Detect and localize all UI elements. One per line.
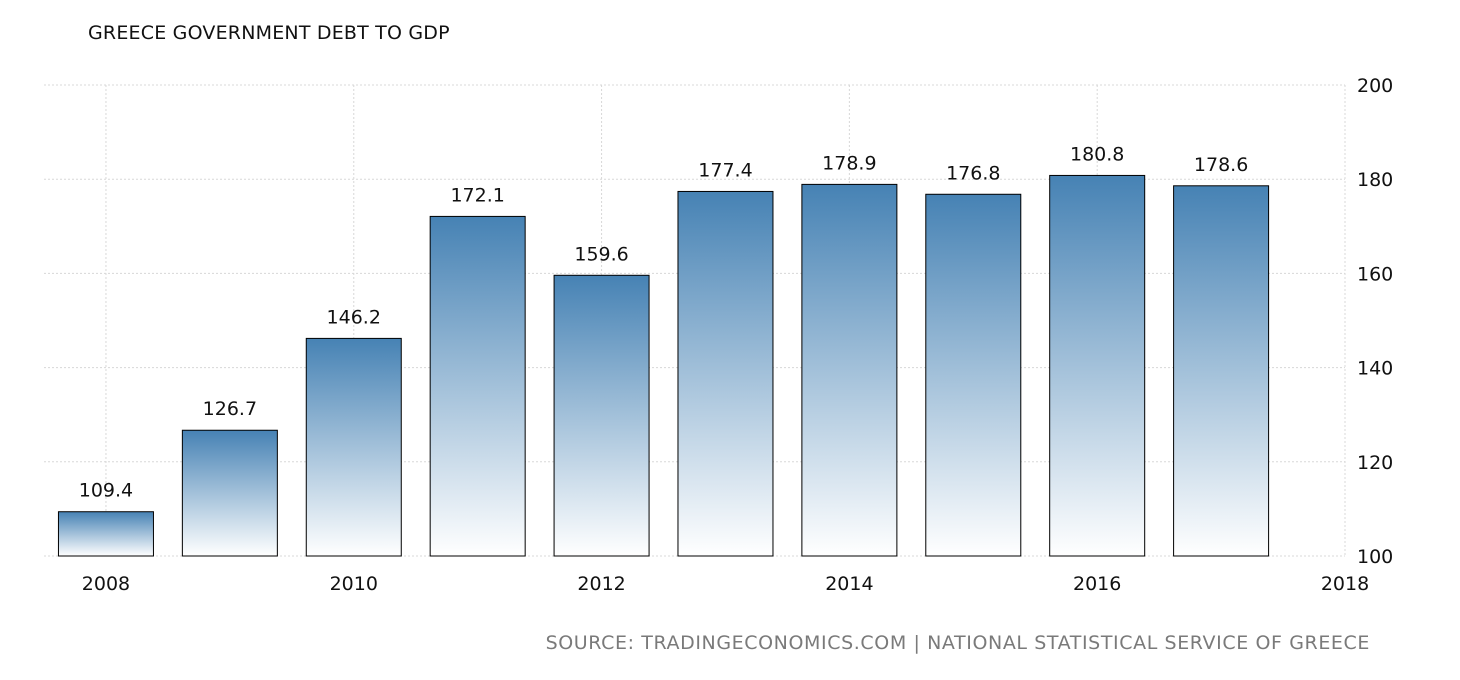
- source-credit: SOURCE: TRADINGECONOMICS.COM | NATIONAL …: [545, 632, 1370, 654]
- y-tick-label-160: 160: [1357, 263, 1393, 285]
- data-label-2015: 176.8: [946, 162, 1000, 184]
- y-tick-label-100: 100: [1357, 546, 1393, 568]
- x-tick-label-2014: 2014: [825, 573, 873, 595]
- bar-2013: [677, 190, 774, 557]
- y-tick-label-180: 180: [1357, 169, 1393, 191]
- data-label-2014: 178.9: [822, 152, 876, 174]
- data-labels: 109.4 126.7 146.2 172.1 159.6 177.4 178.9 176.8…: [79, 143, 1249, 501]
- x-tick-label-2018: 2018: [1321, 573, 1369, 595]
- y-axis-ticks: 100 120 140 160 180 200: [1357, 75, 1393, 568]
- x-axis-ticks: 2008 2010 2012 2014 2016 2018: [82, 573, 1369, 595]
- bar-2017: [1173, 185, 1270, 557]
- bar-2015: [925, 193, 1022, 557]
- bar-2009: [181, 429, 278, 557]
- chart-title: GREECE GOVERNMENT DEBT TO GDP: [88, 22, 450, 44]
- x-tick-label-2012: 2012: [577, 573, 625, 595]
- data-label-2009: 126.7: [203, 398, 257, 420]
- bar-2011: [429, 215, 526, 557]
- data-label-2011: 172.1: [450, 184, 504, 206]
- data-label-2012: 159.6: [574, 243, 628, 265]
- bar-2008: [57, 511, 154, 557]
- bar-2014: [801, 183, 898, 557]
- x-tick-label-2008: 2008: [82, 573, 130, 595]
- x-tick-label-2016: 2016: [1073, 573, 1121, 595]
- bar-2016: [1049, 174, 1146, 557]
- bar-2012: [553, 274, 650, 557]
- y-tick-label-120: 120: [1357, 452, 1393, 474]
- data-label-2013: 177.4: [698, 159, 752, 181]
- bars: [57, 174, 1270, 557]
- data-label-2010: 146.2: [327, 306, 381, 328]
- data-label-2016: 180.8: [1070, 143, 1124, 165]
- bar-2010: [305, 337, 402, 557]
- y-tick-label-200: 200: [1357, 75, 1393, 97]
- data-label-2008: 109.4: [79, 480, 133, 502]
- x-tick-label-2010: 2010: [330, 573, 378, 595]
- data-label-2017: 178.6: [1194, 154, 1248, 176]
- y-tick-label-140: 140: [1357, 358, 1393, 380]
